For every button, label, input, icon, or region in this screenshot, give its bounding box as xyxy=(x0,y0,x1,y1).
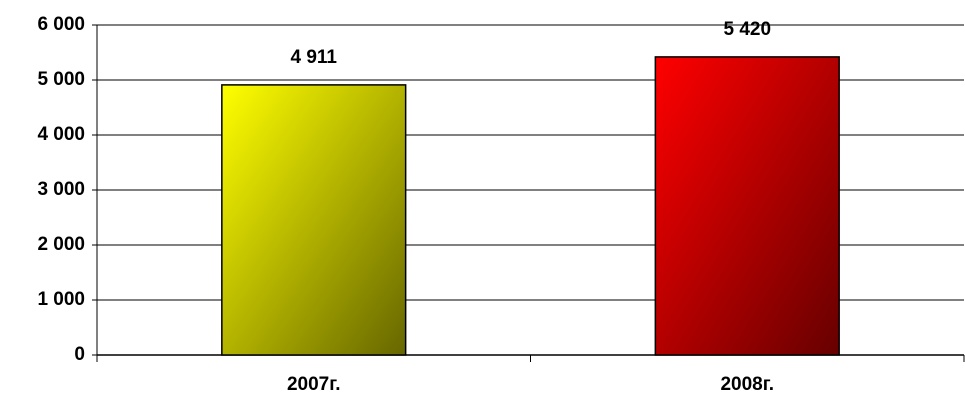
x-tick-label: 2008г. xyxy=(720,374,774,395)
bar xyxy=(221,84,407,356)
y-tick-label: 1 000 xyxy=(37,289,85,310)
value-label: 5 420 xyxy=(723,19,771,40)
y-tick-label: 4 000 xyxy=(37,124,85,145)
y-tick-label: 0 xyxy=(74,344,85,365)
bar xyxy=(654,56,840,356)
y-tick-label: 2 000 xyxy=(37,234,85,255)
y-tick-label: 3 000 xyxy=(37,179,85,200)
value-label: 4 911 xyxy=(291,47,338,68)
y-tick-label: 5 000 xyxy=(37,69,85,90)
x-tick-label: 2007г. xyxy=(287,374,341,395)
y-tick-label: 6 000 xyxy=(37,14,85,35)
